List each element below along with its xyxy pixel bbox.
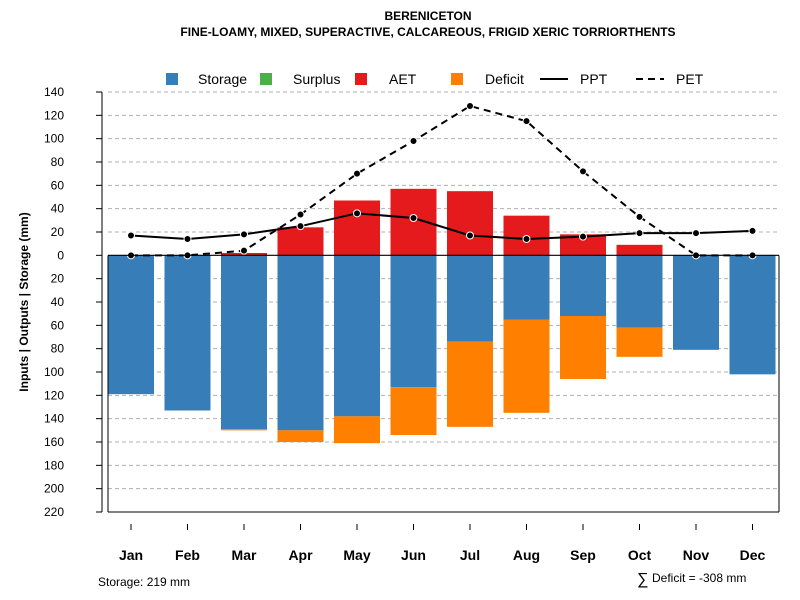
legend-swatch-surplus <box>260 73 272 85</box>
pet-point <box>635 212 644 221</box>
footer-deficit: Deficit = -308 mm <box>652 571 746 585</box>
ppt-point <box>409 214 418 222</box>
pet-point <box>353 169 361 178</box>
aet-bar <box>277 227 324 256</box>
month-label: Dec <box>740 547 766 563</box>
y-tick-label: 160 <box>44 435 64 449</box>
storage-bar <box>277 255 324 431</box>
deficit-bar <box>560 316 606 379</box>
legend-label-deficit: Deficit <box>485 71 524 87</box>
legend-label-pet: PET <box>676 71 704 87</box>
footer-storage: Storage: 219 mm <box>98 575 190 589</box>
lines <box>127 102 757 260</box>
storage-bar <box>560 255 606 316</box>
axes: 1401201008060402002040608010012014016018… <box>44 85 780 563</box>
month-label: Mar <box>232 547 257 563</box>
y-tick-label: 60 <box>51 318 65 332</box>
y-tick-label: 20 <box>51 272 65 286</box>
y-tick-label: 100 <box>44 365 64 379</box>
ppt-point <box>522 235 531 243</box>
ppt-point <box>692 229 700 238</box>
pet-point <box>296 210 305 219</box>
month-label: Sep <box>570 547 596 563</box>
ppt-point <box>296 222 305 231</box>
deficit-bar <box>616 327 663 357</box>
deficit-bar <box>277 430 324 442</box>
y-tick-label: 80 <box>51 155 65 169</box>
month-label: Nov <box>683 547 710 563</box>
legend-swatch-deficit <box>451 73 463 85</box>
y-tick-label: 120 <box>44 108 64 122</box>
deficit-bar <box>334 416 380 444</box>
pet-line <box>131 104 753 257</box>
y-tick-label: 80 <box>51 342 65 356</box>
chart-title: BERENICETON <box>384 9 471 23</box>
pet-point <box>409 137 418 145</box>
chart-subtitle: FINE-LOAMY, MIXED, SUPERACTIVE, CALCAREO… <box>180 25 675 39</box>
month-label: Jan <box>119 547 143 563</box>
legend-label-surplus: Surplus <box>293 71 340 87</box>
ppt-point <box>748 226 757 235</box>
ppt-point <box>579 232 587 241</box>
storage-bar <box>503 255 550 320</box>
legend: Storage Surplus AET Deficit PPT PET <box>166 71 704 87</box>
month-label: May <box>343 547 370 563</box>
storage-bar <box>447 255 493 342</box>
ppt-point <box>466 231 474 240</box>
y-axis-label: Inputs | Outputs | Storage (mm) <box>17 212 31 391</box>
legend-label-aet: AET <box>389 71 417 87</box>
pet-point <box>522 117 531 126</box>
bars <box>108 188 776 444</box>
ppt-point <box>240 230 248 239</box>
storage-bar <box>221 255 267 430</box>
y-tick-label: 40 <box>51 202 65 216</box>
deficit-bar <box>221 429 267 431</box>
pet-point <box>579 167 587 176</box>
deficit-bar <box>503 319 550 413</box>
storage-bar <box>390 255 437 388</box>
pet-point <box>466 102 474 110</box>
storage-bar <box>334 255 380 417</box>
ppt-point <box>353 209 361 218</box>
month-label: Aug <box>513 547 540 563</box>
month-label: Feb <box>175 547 200 563</box>
storage-bar <box>673 255 719 350</box>
deficit-bar <box>447 341 493 427</box>
y-tick-label: 220 <box>44 505 64 519</box>
y-tick-label: 20 <box>51 225 65 239</box>
month-label: Apr <box>288 547 313 563</box>
y-tick-label: 180 <box>44 458 64 472</box>
ppt-point <box>635 229 644 238</box>
ppt-line <box>130 212 753 241</box>
y-tick-label: 40 <box>51 295 65 309</box>
aet-bar <box>447 191 493 256</box>
aet-bar <box>334 200 380 256</box>
legend-swatch-storage <box>166 73 178 85</box>
y-tick-label: 60 <box>51 178 65 192</box>
sum-symbol: ∑ <box>637 571 648 588</box>
storage-bar <box>164 255 211 411</box>
pet-point <box>240 246 248 255</box>
storage-bar <box>616 255 663 328</box>
month-label: Jun <box>401 547 426 563</box>
legend-label-ppt: PPT <box>580 71 608 87</box>
y-tick-label: 140 <box>44 85 64 99</box>
y-tick-label: 140 <box>44 412 64 426</box>
deficit-bar <box>390 387 437 435</box>
y-tick-label: 200 <box>44 482 64 496</box>
y-tick-label: 0 <box>57 248 64 262</box>
y-tick-label: 120 <box>44 388 64 402</box>
aet-bar <box>616 244 663 256</box>
ppt-point <box>127 231 135 240</box>
aet-bar <box>560 234 606 256</box>
month-label: Jul <box>460 547 480 563</box>
storage-bar <box>108 255 154 395</box>
storage-bar <box>729 255 776 375</box>
y-tick-label: 100 <box>44 132 64 146</box>
ppt-point <box>183 235 192 243</box>
legend-swatch-aet <box>355 73 367 85</box>
month-label: Oct <box>628 547 652 563</box>
legend-label-storage: Storage <box>198 71 247 87</box>
